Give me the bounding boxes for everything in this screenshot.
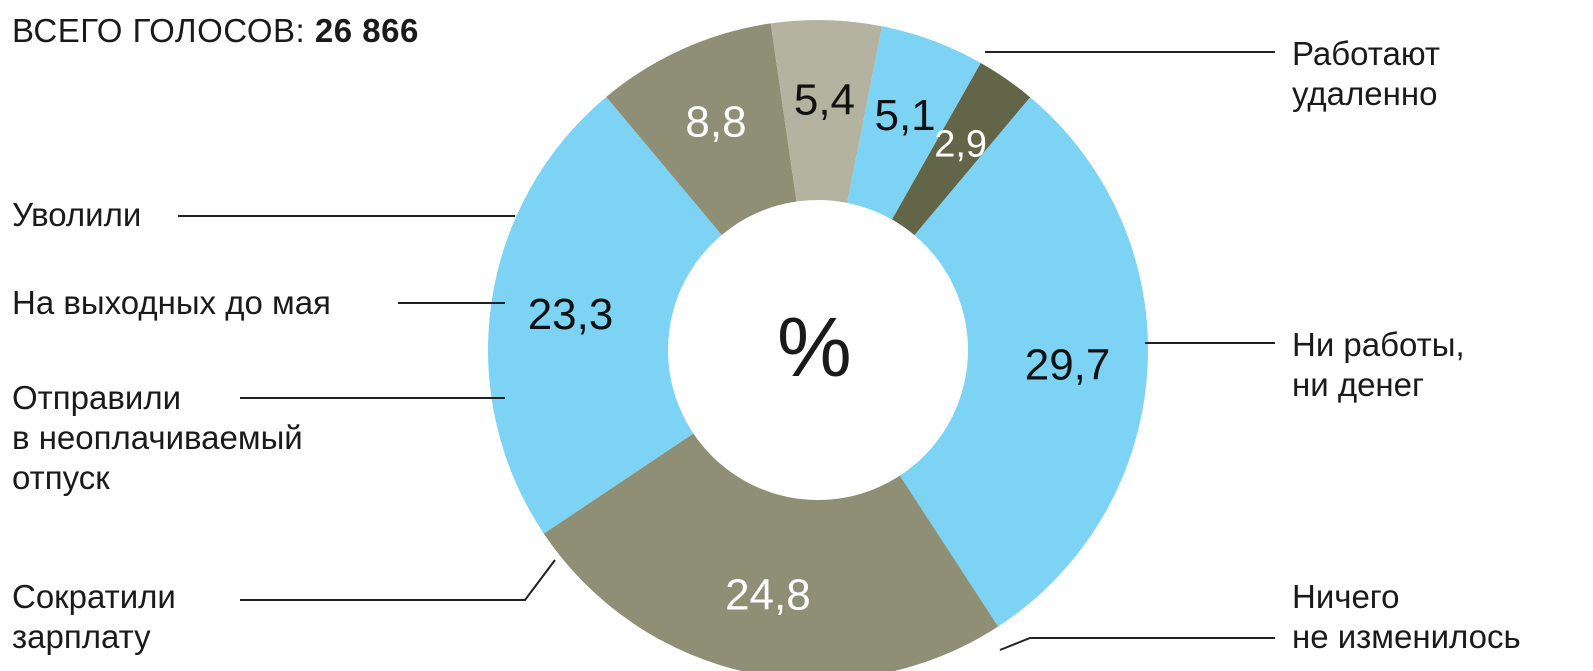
label-unpaid-leave: Отправили в неоплачиваемый отпуск	[12, 379, 303, 496]
donut-value-labels: 29,7 24,8 23,3 8,8 5,4 5,12,9	[528, 76, 1111, 620]
label-unchanged: Ничего не изменилось	[1292, 578, 1521, 655]
donut-value-label-6: 5,1	[874, 91, 935, 140]
label-no-work: Ни работы, ни денег	[1292, 326, 1465, 403]
donut-slice-2	[543, 433, 999, 671]
leader-lines	[178, 51, 1275, 651]
donut-value-label-5: 5,4	[794, 76, 855, 125]
leader-line-salary-cut	[240, 559, 556, 601]
donut-slices	[488, 19, 1148, 671]
donut-value-label-1: 29,7	[1025, 341, 1111, 390]
donut-slice-6	[847, 26, 981, 220]
donut-value-label-3: 23,3	[528, 290, 614, 339]
label-salary-cut: Сократили зарплату	[12, 578, 176, 655]
donut-value-label-2: 24,8	[725, 570, 811, 619]
donut-slice-1	[899, 97, 1148, 627]
total-votes-label: ВСЕГО ГОЛОСОВ:	[12, 12, 306, 49]
label-holidays: На выходных до мая	[12, 284, 331, 321]
donut-value-label-7: 2,9	[934, 124, 987, 166]
total-votes-value: 26 866	[314, 12, 419, 49]
donut-slice-4	[606, 23, 797, 235]
leader-line-unchanged	[999, 637, 1275, 651]
center-percent-sign: %	[777, 300, 852, 394]
donut-value-label-4: 8,8	[685, 97, 746, 146]
label-remote: Работают удаленно	[1292, 35, 1441, 112]
donut-slice-3	[488, 96, 722, 534]
total-votes: ВСЕГО ГОЛОСОВ: 26 866	[12, 12, 419, 50]
label-fired: Уволили	[12, 196, 142, 233]
donut-slice-7	[892, 62, 1031, 236]
donut-slice-5	[770, 19, 883, 203]
